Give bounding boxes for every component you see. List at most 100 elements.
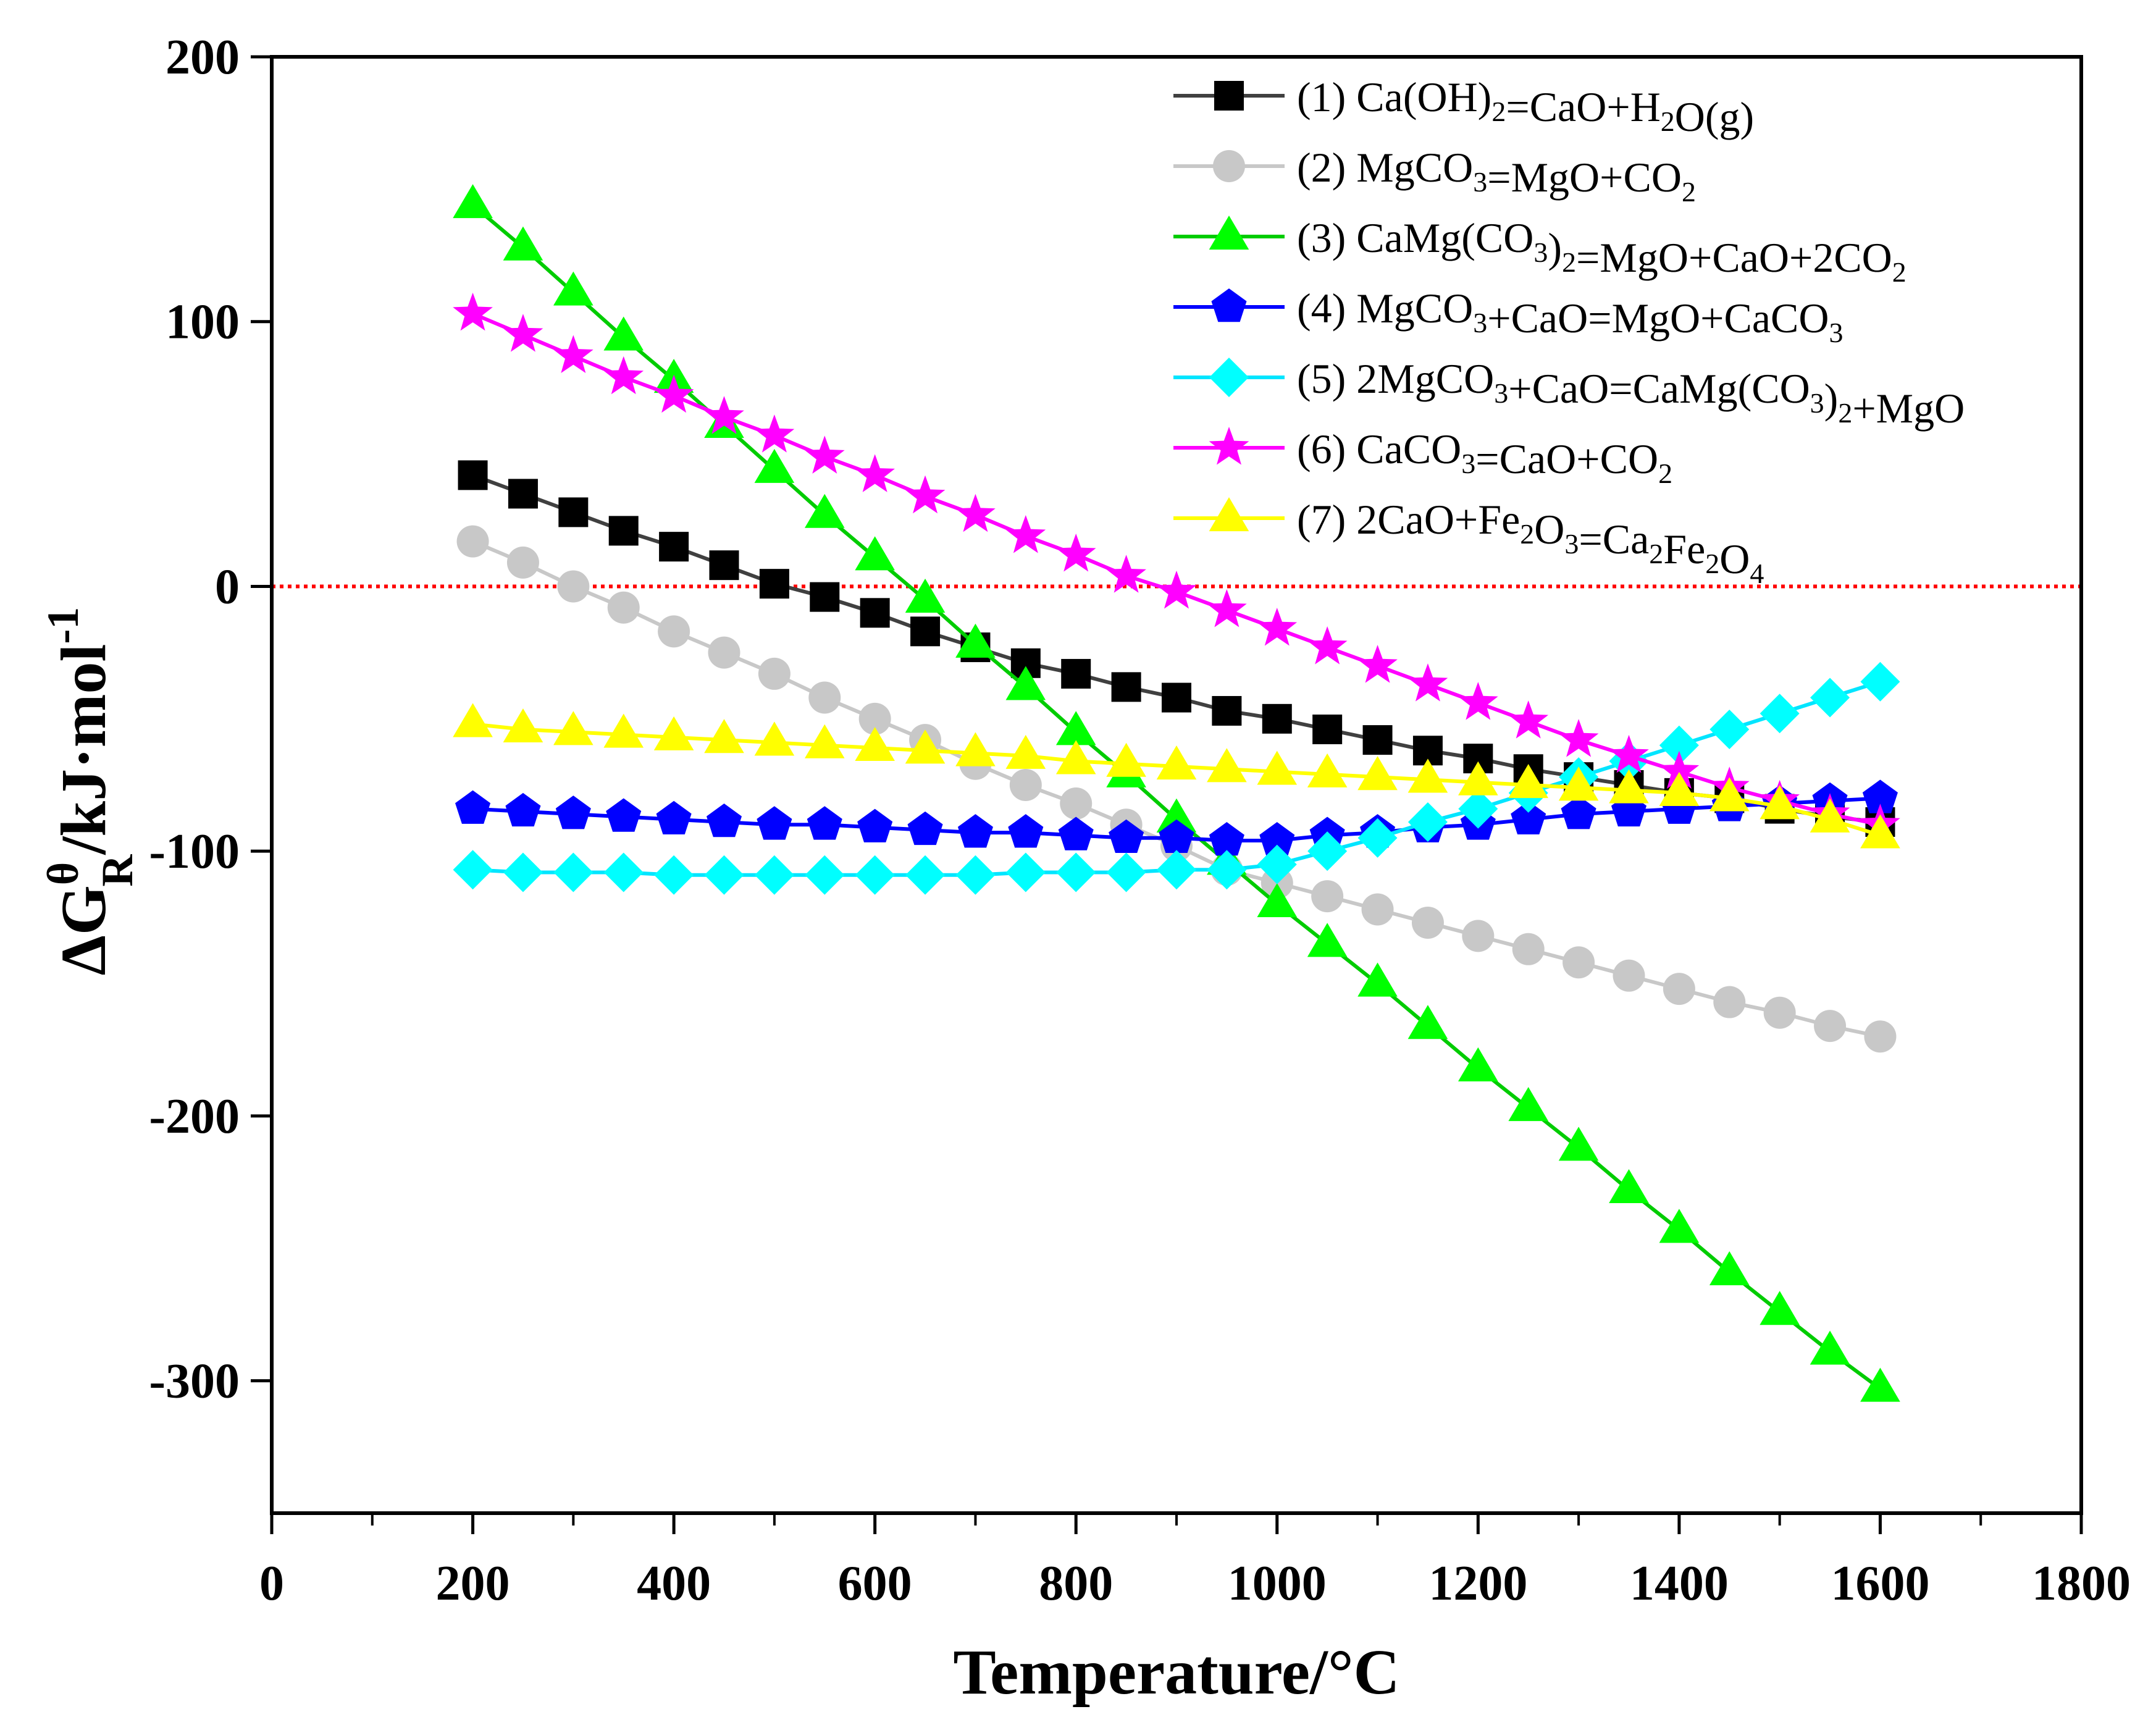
legend-marker <box>1209 427 1249 465</box>
series-3-point <box>1257 883 1298 918</box>
series-3-point <box>1307 923 1348 957</box>
series-7-point <box>1558 766 1599 801</box>
series-5-point <box>603 852 644 892</box>
series-5-point <box>503 852 543 892</box>
series-2-point <box>708 636 740 669</box>
series-3-point <box>1156 798 1197 833</box>
series-7-point <box>1055 740 1096 774</box>
legend-label: (7) 2CaO+Fe2O3=Ca2Fe2O4 <box>1297 496 1764 589</box>
series-2-point <box>1361 893 1394 926</box>
series-7-point <box>503 708 543 743</box>
series-1-point <box>1362 725 1393 755</box>
x-tick-label: 1000 <box>1228 1556 1327 1611</box>
series-5-point <box>704 855 744 895</box>
series-7-point <box>553 711 594 745</box>
series-6-point <box>955 493 996 532</box>
legend-entry-1: (1) Ca(OH)2=CaO+H2O(g) <box>1173 73 1754 140</box>
series-3-point <box>754 448 795 483</box>
series-6-point <box>1055 534 1096 572</box>
series-2-point <box>1009 769 1042 801</box>
series-7-point <box>1156 745 1197 780</box>
series-3-point <box>1357 962 1398 997</box>
series-5-point <box>1357 818 1398 858</box>
series-4-point <box>706 804 742 837</box>
series-6-point <box>1307 626 1348 665</box>
x-axis-title: Temperature/°C <box>953 1637 1399 1708</box>
legend-label: (6) CaCO3=CaO+CO2 <box>1297 426 1672 489</box>
series-3-point <box>1558 1127 1599 1161</box>
series-1-point <box>1162 682 1191 713</box>
series-6-point <box>1558 719 1599 757</box>
series-2-point <box>1713 986 1746 1018</box>
series-4-point <box>807 806 842 840</box>
series-2-point <box>1462 920 1495 952</box>
legend-entry-5: (5) 2MgCO3+CaO=CaMg(CO3)2+MgO <box>1173 355 1965 432</box>
legend-entry-6: (6) CaCO3=CaO+CO2 <box>1173 426 1672 489</box>
y-axis-title: ΔGθ R/kJ·mol-1 <box>38 607 142 976</box>
series-3-point <box>1407 1005 1448 1039</box>
series-5-point <box>1106 852 1146 892</box>
legend-marker <box>1213 150 1245 182</box>
series-7-point <box>1106 742 1146 777</box>
series-6-point <box>653 374 694 413</box>
series-2-point <box>1411 906 1444 939</box>
legend-marker <box>1214 81 1244 111</box>
y-tick-label: -300 <box>149 1354 240 1409</box>
series-5-point <box>1860 661 1900 702</box>
series-1-point <box>458 460 488 490</box>
series-4-point <box>606 798 642 832</box>
series-2-point <box>1814 1010 1847 1043</box>
series-6-point <box>1407 663 1448 702</box>
series-1-point <box>810 582 840 612</box>
series-5-point <box>1207 850 1247 890</box>
x-tick-label: 200 <box>436 1556 510 1611</box>
series-7 <box>453 703 1900 849</box>
series-2-point <box>607 591 640 624</box>
series-1-point <box>558 497 589 527</box>
series-3-point <box>1005 666 1046 700</box>
series-3-point <box>553 271 594 306</box>
series-5-point <box>855 855 895 895</box>
series-6-point <box>453 292 493 331</box>
series-7-point <box>1257 750 1298 785</box>
series-6-point <box>905 475 946 514</box>
series-1-point <box>659 532 689 562</box>
x-tick-label: 800 <box>1039 1556 1113 1611</box>
legend-marker <box>1209 358 1249 397</box>
series-7-point <box>1609 769 1649 804</box>
series-4-point <box>1159 819 1194 854</box>
series-6-point <box>553 335 594 373</box>
series-7-point <box>905 729 946 764</box>
series-1-point <box>608 516 639 546</box>
series-5-point <box>1709 709 1750 749</box>
series-4-point <box>555 795 591 829</box>
series-4-point <box>656 800 692 835</box>
series-4-point <box>505 792 541 827</box>
legend-marker <box>1211 288 1247 322</box>
legend-label: (5) 2MgCO3+CaO=CaMg(CO3)2+MgO <box>1297 355 1965 432</box>
legend-entry-7: (7) 2CaO+Fe2O3=Ca2Fe2O4 <box>1173 496 1764 589</box>
data-layer <box>272 184 2081 1402</box>
y-tick-label: 100 <box>166 295 240 350</box>
legend: (1) Ca(OH)2=CaO+H2O(g)(2) MgCO3=MgO+CO2 (… <box>1173 73 1965 589</box>
series-7-point <box>955 732 996 766</box>
series-3-point <box>1709 1251 1750 1285</box>
series-3-point <box>1860 1367 1900 1402</box>
series-5-point <box>453 850 493 890</box>
legend-label: (2) MgCO3=MgO+CO2 <box>1297 144 1696 208</box>
series-7-point <box>855 726 895 762</box>
series-3-point <box>1609 1169 1649 1204</box>
series-3-point <box>1760 1291 1800 1325</box>
series-2-point <box>506 546 539 579</box>
series-5-point <box>654 855 694 895</box>
series-3-point <box>1055 711 1096 745</box>
series-2-point <box>1562 946 1595 979</box>
series-7-point <box>754 721 795 756</box>
series-7-point <box>453 703 493 737</box>
series-5-point <box>1056 852 1096 892</box>
series-7-point <box>1458 761 1498 795</box>
x-tick-label: 1400 <box>1630 1556 1729 1611</box>
series-4-point <box>907 811 943 846</box>
series-4-point <box>1109 819 1144 854</box>
series-3-point <box>453 184 493 219</box>
